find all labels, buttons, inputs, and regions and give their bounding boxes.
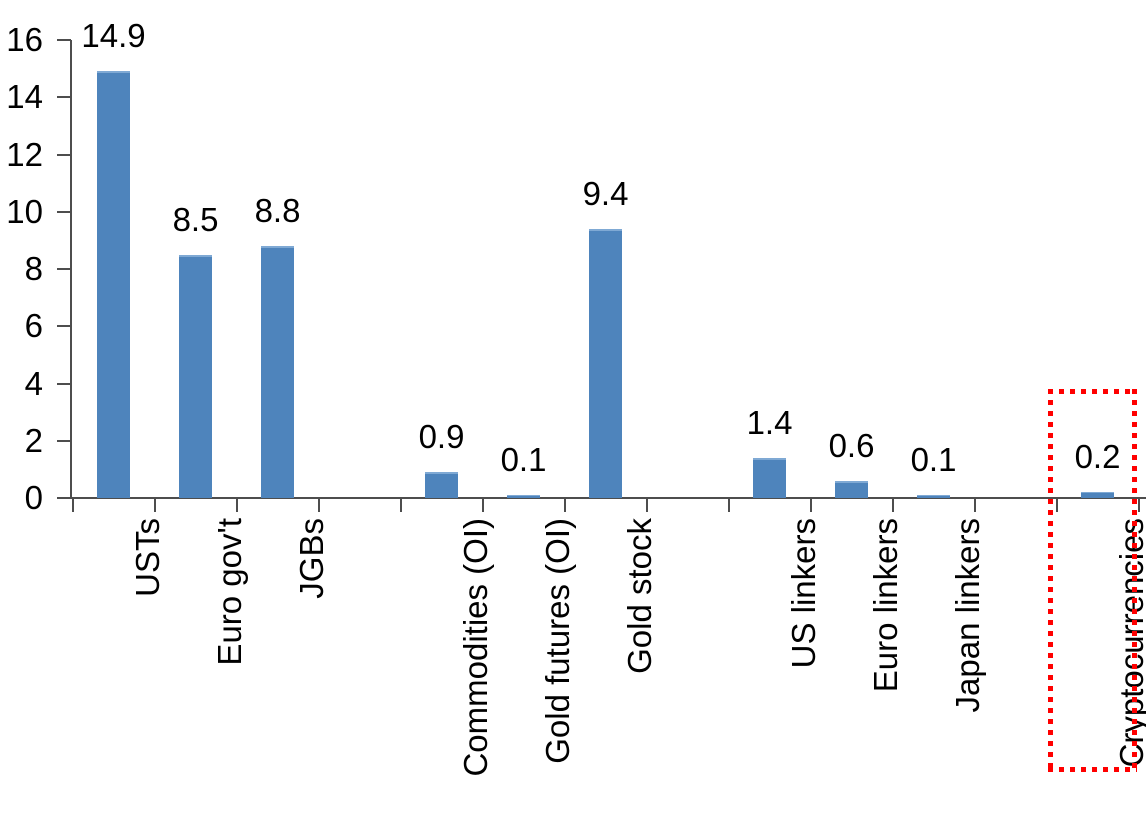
- y-axis-tick-label: 14: [0, 80, 43, 114]
- bar-jgbs: [261, 246, 294, 498]
- y-axis-tick-label: 8: [0, 252, 43, 286]
- category-label-gold-stock: Gold stock: [623, 518, 657, 818]
- y-axis-tick-label: 6: [0, 309, 43, 343]
- y-axis-tick-label: 16: [0, 23, 43, 57]
- bar-value-label-jgbs: 8.8: [208, 194, 348, 227]
- y-axis-tick: [57, 268, 71, 270]
- category-label-us-linkers: US linkers: [787, 518, 821, 818]
- category-label-usts: USTs: [131, 518, 165, 818]
- x-axis-tick: [892, 499, 894, 512]
- category-label-gold-futures-oi: Gold futures (OI): [541, 518, 575, 818]
- category-label-euro-gov-t: Euro gov't: [213, 518, 247, 818]
- bar-value-label-gold-stock: 9.4: [536, 177, 676, 210]
- x-axis-tick: [810, 499, 812, 512]
- category-label-euro-linkers: Euro linkers: [869, 518, 903, 818]
- bar-japan-linkers: [917, 495, 950, 498]
- y-axis-tick: [57, 96, 71, 98]
- bar-value-label-japan-linkers: 0.1: [864, 443, 1004, 476]
- category-label-japan-linkers: Japan linkers: [951, 518, 985, 818]
- bar-us-linkers: [753, 458, 786, 498]
- x-axis-tick: [728, 499, 730, 512]
- x-axis-tick: [1138, 499, 1140, 512]
- bar-euro-gov-t: [179, 255, 212, 498]
- y-axis-tick: [57, 154, 71, 156]
- y-axis-tick-label: 0: [0, 481, 43, 515]
- y-axis-tick: [57, 497, 71, 499]
- y-axis-tick: [57, 440, 71, 442]
- x-axis-tick: [482, 499, 484, 512]
- x-axis-tick: [318, 499, 320, 512]
- y-axis-tick-label: 2: [0, 424, 43, 458]
- bar-gold-futures-oi: [507, 495, 540, 498]
- cryptocurrencies-highlight-box: [1048, 389, 1137, 772]
- category-label-jgbs: JGBs: [295, 518, 329, 818]
- y-axis-tick-label: 12: [0, 138, 43, 172]
- x-axis-tick: [974, 499, 976, 512]
- x-axis-tick: [236, 499, 238, 512]
- bar-gold-stock: [589, 229, 622, 498]
- y-axis-tick-label: 10: [0, 195, 43, 229]
- x-axis-tick: [400, 499, 402, 512]
- y-axis-tick: [57, 211, 71, 213]
- y-axis-tick: [57, 325, 71, 327]
- x-axis-tick: [72, 499, 74, 512]
- x-axis-tick: [646, 499, 648, 512]
- bar-value-label-gold-futures-oi: 0.1: [454, 443, 594, 476]
- bar-euro-linkers: [835, 481, 868, 498]
- x-axis-tick: [154, 499, 156, 512]
- x-axis-tick: [564, 499, 566, 512]
- category-label-commodities-oi: Commodities (OI): [459, 518, 493, 818]
- y-axis-tick-label: 4: [0, 367, 43, 401]
- y-axis-tick: [57, 383, 71, 385]
- bar-usts: [97, 71, 130, 498]
- bar-value-label-usts: 14.9: [44, 19, 184, 52]
